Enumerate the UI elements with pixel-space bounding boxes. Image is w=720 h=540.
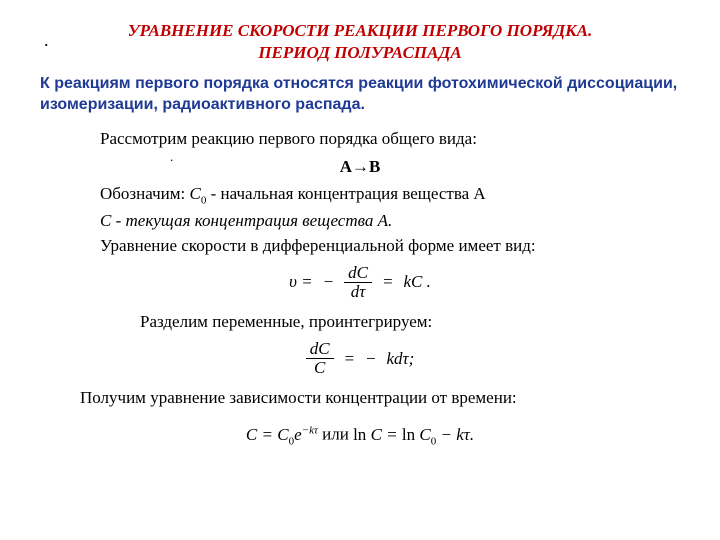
heading-line-1: УРАВНЕНИЕ СКОРОСТИ РЕАКЦИИ ПЕРВОГО ПОРЯД… bbox=[40, 20, 680, 42]
equation-3: C = C0e−kτ или ln C = ln C0 − kτ. bbox=[40, 424, 680, 447]
body-line-2: Обозначим: С0 - начальная концентрация в… bbox=[100, 183, 680, 208]
intro-paragraph: К реакциям первого порядка относятся реа… bbox=[40, 74, 680, 116]
slide: . УРАВНЕНИЕ СКОРОСТИ РЕАКЦИИ ПЕРВОГО ПОР… bbox=[0, 0, 720, 540]
body-line-5: Разделим переменные, проинтегрируем: bbox=[140, 311, 680, 334]
body-line-1: Рассмотрим реакцию первого порядка общег… bbox=[100, 128, 680, 151]
stray-dot: . bbox=[44, 30, 49, 51]
stray-dot-2: . bbox=[170, 148, 173, 166]
equation-1: υ = − dC dτ = kC . bbox=[40, 264, 680, 301]
body-line-4: Уравнение скорости в дифференциальной фо… bbox=[100, 235, 680, 258]
heading-line-2: ПЕРИОД ПОЛУРАСПАДА bbox=[40, 42, 680, 64]
equation-2: dC C = − kdτ; bbox=[40, 339, 680, 377]
reaction-equation: A→B bbox=[40, 157, 680, 177]
body-line-3: С - текущая концентрация вещества А. bbox=[100, 210, 680, 233]
body-line-6: Получим уравнение зависимости концентрац… bbox=[80, 387, 680, 410]
slide-heading: УРАВНЕНИЕ СКОРОСТИ РЕАКЦИИ ПЕРВОГО ПОРЯД… bbox=[40, 20, 680, 64]
